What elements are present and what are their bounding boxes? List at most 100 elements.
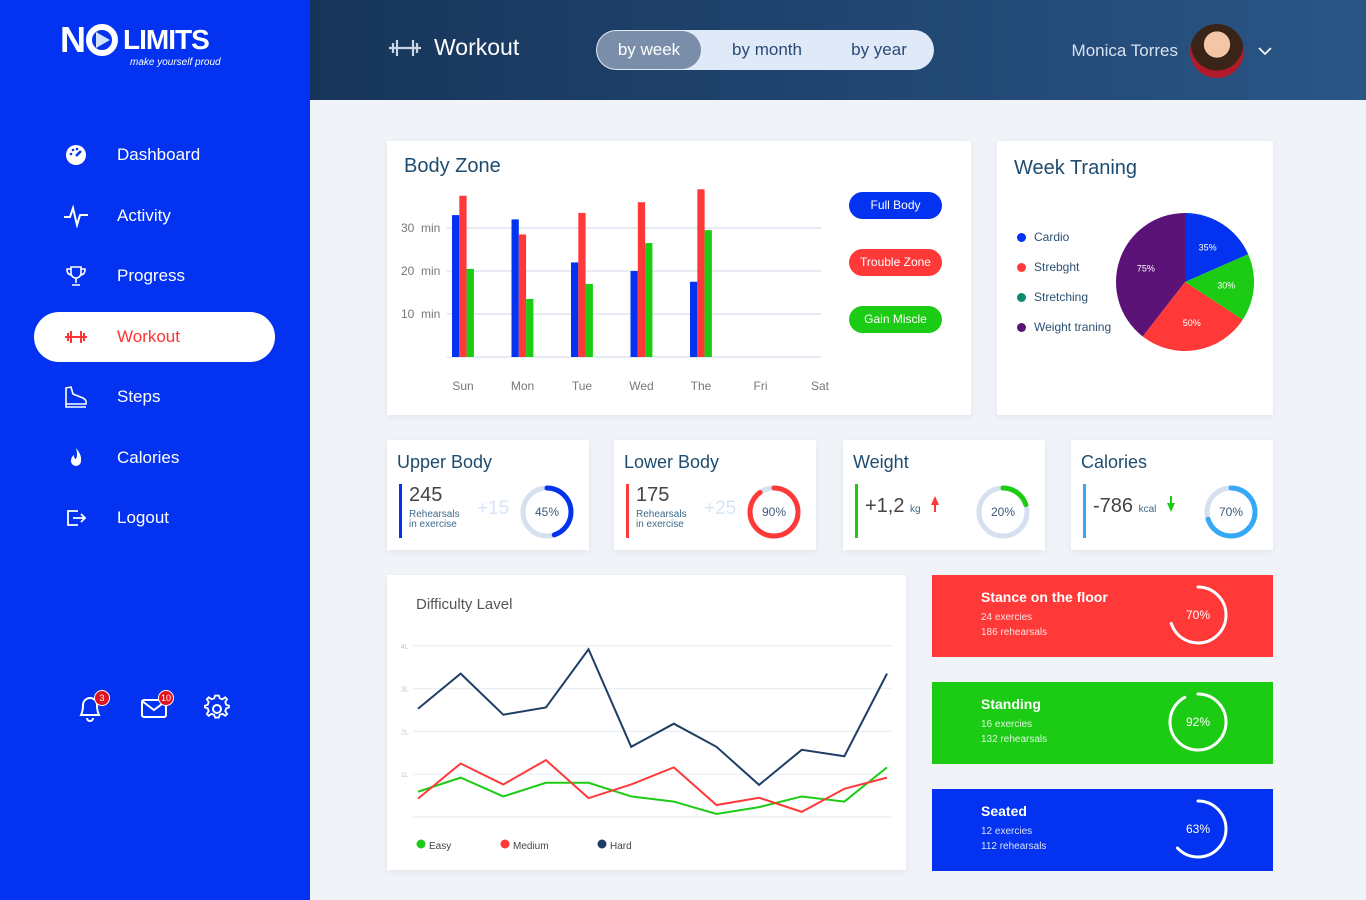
pie-label: 35%	[1199, 242, 1217, 252]
card-title: Week Traning	[1014, 157, 1138, 179]
progress-ring: 70%	[1168, 585, 1228, 645]
stat-sub: in exercise	[636, 519, 684, 530]
user-menu[interactable]: Monica Torres	[1072, 24, 1244, 78]
chevron-down-icon[interactable]	[1258, 46, 1272, 56]
bar-trouble-zone	[459, 195, 467, 357]
week-training-pie-chart: 35% 30% 50% 75%	[1116, 213, 1254, 351]
sidebar-item-label: Activity	[117, 205, 171, 225]
legend-label[interactable]: Medium	[513, 841, 549, 852]
ring-progress	[1168, 799, 1228, 859]
period-selector: by week by month by year	[596, 30, 934, 70]
sidebar-item-activity[interactable]: Activity	[34, 191, 275, 241]
bar-gain-miscle	[466, 268, 474, 357]
body-zone-bar-chart: 10 min 20 min 30 min Sun Mon Tue Wed The Fri Sat	[401, 189, 830, 393]
exercise-title: Stance on the floor	[981, 589, 1108, 605]
bar-full-body	[452, 215, 460, 357]
legend-dot	[1017, 322, 1026, 332]
sidebar-item-workout[interactable]: Workout	[34, 311, 275, 362]
filter-trouble-zone[interactable]: Trouble Zone	[849, 249, 942, 276]
x-tick-label: Mon	[511, 379, 534, 393]
ring-label: 92%	[1186, 715, 1210, 729]
notifications-badge: 3	[94, 690, 110, 706]
stat-card-upper-body: Upper Body 245 Rehearsals in exercise +15…	[387, 440, 589, 550]
ring-label: 70%	[1219, 505, 1243, 519]
line-hard	[417, 647, 888, 787]
tab-by-week[interactable]: by week	[597, 31, 701, 69]
legend-dot	[416, 839, 426, 849]
stat-value: 175	[636, 484, 670, 506]
progress-ring: 90%	[747, 485, 801, 539]
sidebar-nav: Dashboard Activity Progress Workout Step…	[34, 130, 275, 554]
sidebar-item-dashboard[interactable]: Dashboard	[34, 130, 275, 180]
line-medium	[417, 758, 888, 813]
tab-by-year[interactable]: by year	[851, 40, 907, 59]
ring-label: 63%	[1186, 822, 1210, 836]
legend-label[interactable]: Hard	[610, 841, 632, 852]
exercise-card[interactable]: Standing 16 exercies 132 rehearsals 92%	[932, 682, 1273, 764]
pie-slice-stretching	[1142, 282, 1243, 351]
activity-pulse-icon	[34, 203, 117, 228]
logo-n: N	[60, 19, 86, 60]
pie-label: 75%	[1137, 264, 1155, 274]
sidebar-item-label: Calories	[117, 447, 180, 467]
legend-label: Strebght	[1034, 260, 1080, 274]
sidebar-item-calories[interactable]: Calories	[34, 433, 275, 483]
ring-label: 70%	[1186, 608, 1210, 622]
tab-by-month[interactable]: by month	[732, 40, 802, 59]
notifications-button[interactable]: 3	[76, 690, 110, 722]
progress-ring: 20%	[976, 485, 1030, 539]
stat-value: +1,2	[865, 495, 905, 517]
bar-trouble-zone	[518, 234, 527, 357]
stat-value: 245	[409, 484, 443, 506]
bar-gain-miscle	[704, 230, 712, 357]
card-title: Upper Body	[397, 452, 493, 472]
exercise-count: 12 exercies	[981, 826, 1033, 837]
sidebar-item-steps[interactable]: Steps	[34, 372, 275, 422]
gear-icon	[204, 694, 230, 719]
pie-label: 50%	[1183, 318, 1201, 328]
difficulty-line-chart: 1L 2L 3L 4L Easy Medium Hard	[401, 644, 892, 852]
card-title: Lower Body	[624, 452, 720, 472]
legend-label: Cardio	[1034, 230, 1070, 244]
exercise-title: Seated	[981, 803, 1027, 819]
sidebar-item-label: Workout	[117, 326, 180, 346]
filter-full-body[interactable]: Full Body	[849, 192, 942, 219]
exercise-card[interactable]: Stance on the floor 24 exercies 186 rehe…	[932, 575, 1273, 657]
avatar[interactable]	[1190, 24, 1244, 78]
sidebar-item-progress[interactable]: Progress	[34, 251, 275, 301]
accent-bar	[1083, 484, 1086, 538]
legend-dot	[597, 839, 607, 849]
filter-gain-muscle[interactable]: Gain Miscle	[849, 306, 942, 333]
legend-label[interactable]: Easy	[429, 841, 451, 852]
card-title: Body Zone	[404, 155, 501, 177]
stat-sub: Rehearsals	[636, 509, 687, 520]
bar-trouble-zone	[637, 202, 646, 357]
bar-full-body	[511, 219, 519, 357]
logo[interactable]: N LIMITS make yourself proud	[60, 19, 240, 70]
shoe-icon	[34, 385, 117, 409]
pie-slice-weight-traning	[1116, 213, 1185, 337]
legend-dot	[1017, 292, 1026, 302]
sidebar-item-label: Dashboard	[117, 145, 201, 164]
y-tick-label: 4L	[401, 644, 409, 651]
accent-bar	[399, 484, 402, 538]
progress-ring: 45%	[520, 485, 574, 539]
ring-label: 45%	[535, 505, 559, 519]
ring-progress	[976, 485, 1030, 539]
ring-progress	[1204, 485, 1258, 539]
ring-progress	[1168, 692, 1228, 752]
card-title: Calories	[1081, 452, 1148, 472]
settings-button[interactable]	[204, 692, 234, 722]
arrow-up-icon	[931, 496, 940, 512]
stat-unit: kcal	[1138, 504, 1157, 515]
body-zone-card: Body Zone 10 min 20 min 30 min Sun Mon Tue Wed…	[387, 141, 971, 415]
messages-button[interactable]: 10	[140, 690, 174, 722]
legend-label: Stretching	[1034, 290, 1089, 304]
logo-limits: LIMITS	[123, 24, 210, 55]
exercise-card[interactable]: Seated 12 exercies 112 rehearsals 63%	[932, 789, 1273, 871]
dumbbell-icon	[389, 39, 421, 56]
bar-full-body	[630, 271, 638, 357]
y-tick-label: 2L	[401, 729, 409, 736]
legend-item: Weight traning	[1017, 320, 1111, 334]
sidebar-item-logout[interactable]: Logout	[34, 493, 275, 543]
